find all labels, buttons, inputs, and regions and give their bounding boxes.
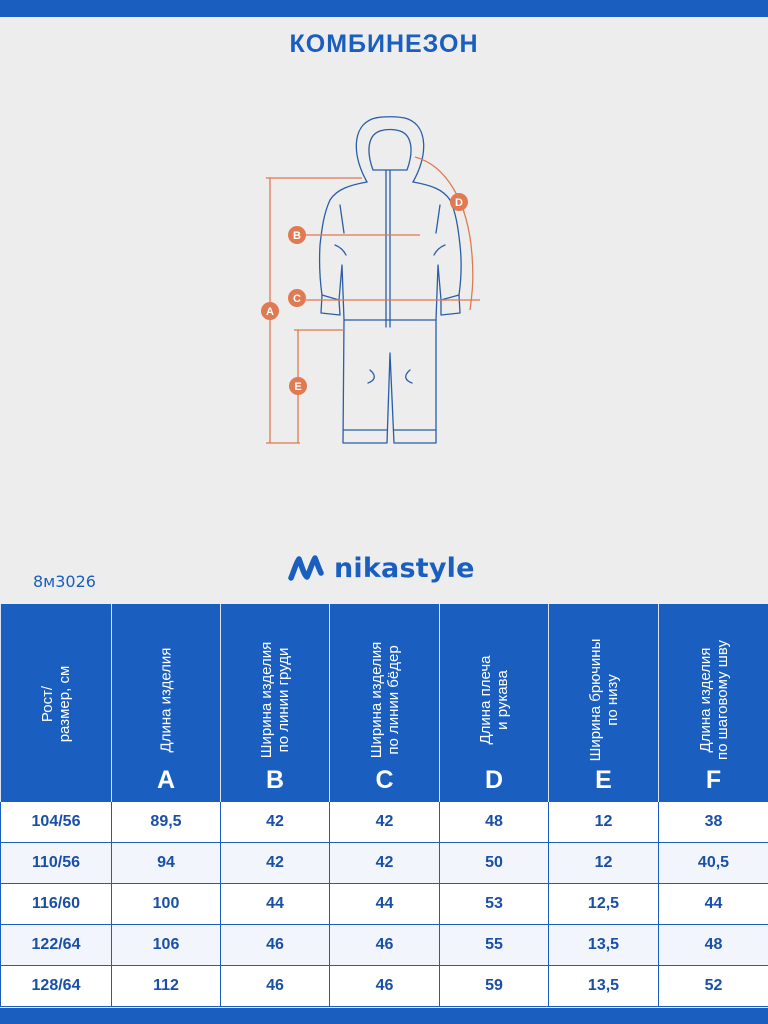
table-cell: 42 <box>329 801 440 843</box>
table-cell: 55 <box>439 924 549 966</box>
table-cell: 46 <box>220 924 330 966</box>
header-size-label: Рост/ размер, см <box>39 665 73 743</box>
size-table: Рост/ размер, см Длина изделия A Ширина и… <box>0 604 768 1007</box>
table-row: 116/60 100 44 44 53 12,5 44 <box>0 883 768 925</box>
header-b-letter: B <box>265 766 285 794</box>
table-cell: 100 <box>111 883 221 925</box>
header-e-letter: E <box>595 766 612 794</box>
jumpsuit-outline <box>318 116 462 444</box>
measure-label-c: C <box>288 289 306 307</box>
header-c: Ширина изделия по линии бёдер C <box>329 604 440 802</box>
table-cell: 46 <box>329 965 440 1007</box>
table-cell: 112 <box>111 965 221 1007</box>
table-cell: 53 <box>439 883 549 925</box>
header-f-label: Длина изделия по шаговому шву <box>696 640 731 760</box>
table-cell: 13,5 <box>548 924 659 966</box>
table-cell: 128/64 <box>0 965 112 1007</box>
table-cell: 13,5 <box>548 965 659 1007</box>
table-cell: 116/60 <box>0 883 112 925</box>
table-cell: 42 <box>329 842 440 884</box>
measure-label-d: D <box>450 193 468 211</box>
measure-label-e: E <box>289 377 307 395</box>
table-cell: 59 <box>439 965 549 1007</box>
header-d-label: Длина плеча и рукава <box>477 655 511 745</box>
table-cell: 52 <box>658 965 768 1007</box>
header-a: Длина изделия A <box>111 604 221 802</box>
table-cell: 48 <box>439 801 549 843</box>
article-number: 8м3026 <box>33 572 96 591</box>
header-d-letter: D <box>484 766 504 794</box>
table-cell: 42 <box>220 801 330 843</box>
table-cell: 122/64 <box>0 924 112 966</box>
header-d: Длина плеча и рукава D <box>439 604 549 802</box>
header-c-label: Ширина изделия по линии бёдер <box>367 641 402 759</box>
svg-text:B: B <box>293 230 301 242</box>
brand-logo: nikastyle <box>288 548 475 588</box>
table-cell: 38 <box>658 801 768 843</box>
header-a-letter: A <box>156 766 176 794</box>
page-title: КОМБИНЕЗОН <box>289 30 479 58</box>
nikastyle-logo-icon <box>288 555 324 581</box>
table-cell: 106 <box>111 924 221 966</box>
table-row: 104/56 89,5 42 42 48 12 38 <box>0 801 768 843</box>
table-row: 110/56 94 42 42 50 12 40,5 <box>0 842 768 884</box>
table-cell: 12,5 <box>548 883 659 925</box>
header-a-label: Длина изделия <box>157 647 175 753</box>
svg-text:E: E <box>294 381 301 393</box>
table-row: 128/64 112 46 46 59 13,5 52 <box>0 965 768 1007</box>
table-cell: 46 <box>329 924 440 966</box>
table-cell: 12 <box>548 842 659 884</box>
bottom-accent-bar <box>0 1008 768 1024</box>
header-size: Рост/ размер, см <box>0 604 112 802</box>
table-cell: 40,5 <box>658 842 768 884</box>
header-f-letter: F <box>705 766 722 794</box>
table-cell: 50 <box>439 842 549 884</box>
table-cell: 110/56 <box>0 842 112 884</box>
table-cell: 44 <box>329 883 440 925</box>
top-accent-bar <box>0 0 768 17</box>
table-cell: 42 <box>220 842 330 884</box>
table-cell: 104/56 <box>0 801 112 843</box>
table-cell: 48 <box>658 924 768 966</box>
header-c-letter: C <box>375 766 394 794</box>
table-cell: 44 <box>220 883 330 925</box>
size-table-header: Рост/ размер, см Длина изделия A Ширина и… <box>0 604 768 802</box>
header-b: Ширина изделия по линии груди B <box>220 604 330 802</box>
table-cell: 12 <box>548 801 659 843</box>
table-row: 122/64 106 46 46 55 13,5 48 <box>0 924 768 966</box>
svg-text:A: A <box>266 306 274 318</box>
header-f: Длина изделия по шаговому шву F <box>658 604 768 802</box>
svg-text:C: C <box>293 293 301 305</box>
table-cell: 89,5 <box>111 801 221 843</box>
jumpsuit-sketch: A B C D E <box>261 116 480 444</box>
table-cell: 44 <box>658 883 768 925</box>
table-cell: 46 <box>220 965 330 1007</box>
svg-text:D: D <box>455 197 463 209</box>
measure-label-a: A <box>261 302 279 320</box>
header-e-label: Ширина брючины по низу <box>586 638 621 762</box>
header-e: Ширина брючины по низу E <box>548 604 659 802</box>
measure-label-b: B <box>288 226 306 244</box>
table-cell: 94 <box>111 842 221 884</box>
brand-name: nikastyle <box>334 552 475 584</box>
header-b-label: Ширина изделия по линии груди <box>258 641 292 759</box>
